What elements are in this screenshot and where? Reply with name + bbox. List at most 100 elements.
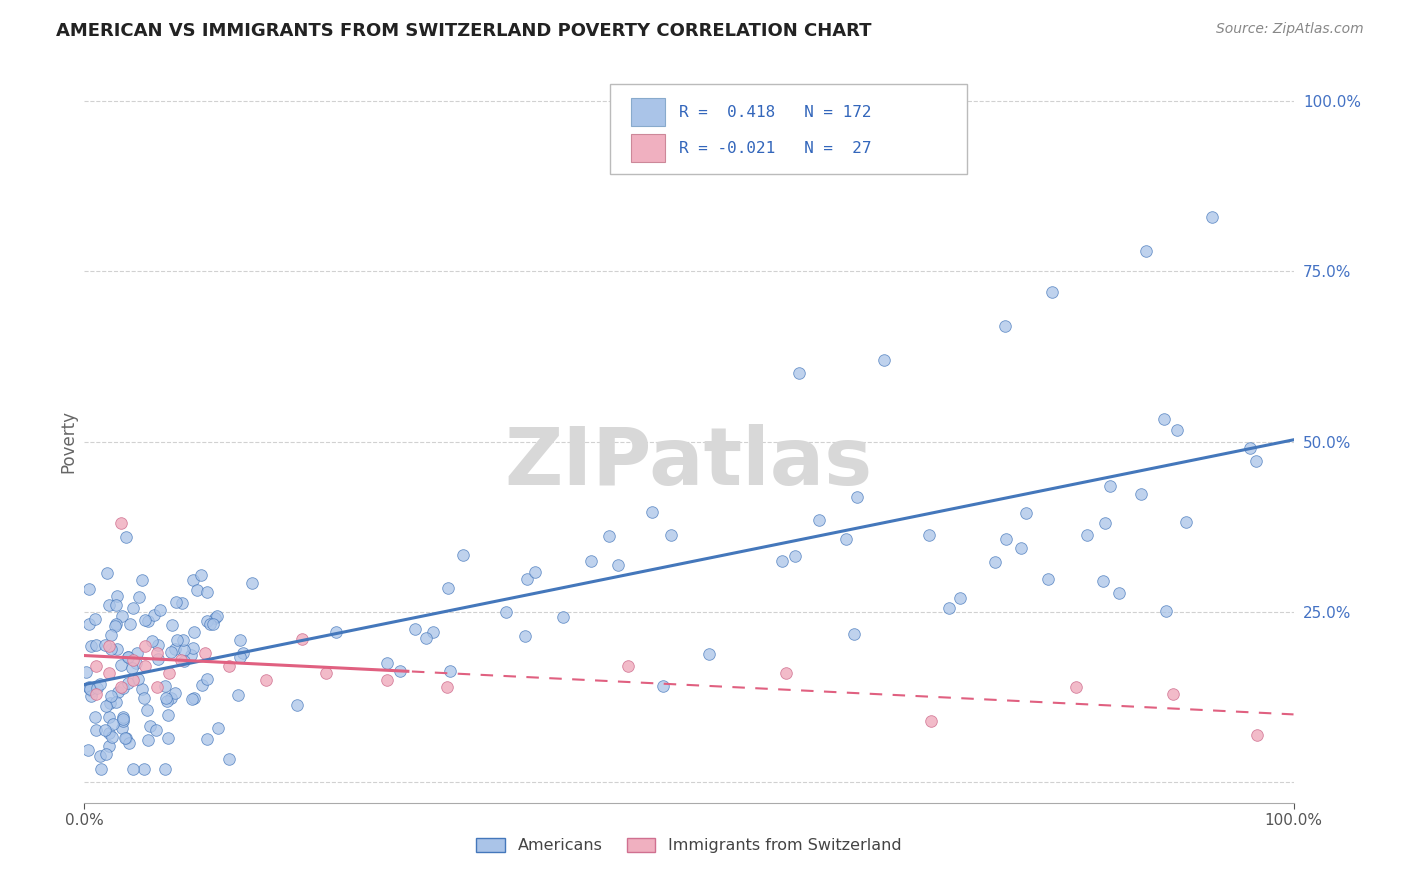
- Point: [155, 690, 177, 705]
- Point: [112, 709, 135, 723]
- Point: [117, 649, 139, 664]
- Point: [117, 676, 139, 690]
- Point: [86, 659, 108, 673]
- Point: [1091, 574, 1114, 589]
- Bar: [631, 135, 665, 162]
- Point: [181, 641, 204, 656]
- Point: [105, 599, 128, 613]
- Point: [994, 318, 1017, 333]
- Point: [121, 673, 143, 687]
- Point: [80, 639, 103, 653]
- Point: [114, 530, 136, 544]
- Point: [1094, 516, 1116, 530]
- Point: [157, 666, 180, 681]
- Point: [94, 638, 117, 652]
- Point: [325, 625, 347, 640]
- Point: [1246, 728, 1268, 742]
- Point: [579, 553, 602, 567]
- Point: [141, 633, 163, 648]
- Point: [111, 721, 134, 735]
- Point: [104, 619, 127, 633]
- Point: [121, 661, 143, 675]
- Point: [697, 647, 720, 661]
- Point: [105, 616, 128, 631]
- Point: [97, 666, 120, 681]
- Point: [1201, 210, 1223, 224]
- Point: [218, 752, 240, 766]
- Point: [375, 673, 398, 687]
- Point: [107, 685, 129, 699]
- Point: [842, 627, 865, 641]
- Point: [181, 573, 204, 587]
- Point: [94, 747, 117, 761]
- Point: [195, 615, 218, 629]
- Point: [153, 762, 176, 776]
- Point: [131, 573, 153, 587]
- Point: [125, 647, 148, 661]
- Point: [437, 582, 460, 596]
- Point: [1174, 515, 1197, 529]
- Point: [918, 527, 941, 541]
- Point: [190, 567, 212, 582]
- Point: [315, 666, 337, 681]
- Text: R =  0.418   N = 172: R = 0.418 N = 172: [679, 104, 872, 120]
- Point: [134, 639, 156, 653]
- Point: [156, 693, 179, 707]
- Point: [846, 490, 869, 504]
- Point: [495, 605, 517, 619]
- Point: [128, 590, 150, 604]
- Point: [1161, 687, 1184, 701]
- Point: [661, 528, 683, 542]
- Point: [84, 723, 107, 737]
- Text: R = -0.021   N =  27: R = -0.021 N = 27: [679, 141, 872, 156]
- Point: [84, 638, 107, 652]
- Point: [100, 689, 122, 703]
- Point: [149, 603, 172, 617]
- Point: [640, 505, 662, 519]
- Point: [1246, 454, 1268, 468]
- Point: [524, 566, 547, 580]
- Point: [105, 589, 128, 603]
- Point: [197, 584, 219, 599]
- Point: [103, 717, 125, 731]
- Point: [75, 665, 97, 679]
- Point: [104, 695, 127, 709]
- Point: [114, 731, 136, 746]
- Point: [110, 680, 132, 694]
- Point: [198, 617, 221, 632]
- Point: [920, 714, 942, 728]
- Point: [204, 611, 226, 625]
- Point: [110, 516, 132, 531]
- Legend: Americans, Immigrants from Switzerland: Americans, Immigrants from Switzerland: [470, 831, 908, 860]
- Point: [136, 614, 159, 628]
- Point: [80, 684, 103, 698]
- Point: [100, 641, 122, 656]
- Point: [1153, 412, 1175, 426]
- Point: [98, 710, 121, 724]
- Point: [153, 679, 176, 693]
- Point: [170, 653, 193, 667]
- Point: [181, 692, 204, 706]
- Text: Source: ZipAtlas.com: Source: ZipAtlas.com: [1216, 22, 1364, 37]
- Point: [111, 714, 134, 728]
- Point: [139, 719, 162, 733]
- Point: [180, 648, 202, 662]
- Point: [89, 748, 111, 763]
- Point: [134, 659, 156, 673]
- Point: [651, 679, 673, 693]
- Point: [111, 681, 134, 695]
- Point: [194, 646, 217, 660]
- Point: [228, 649, 250, 664]
- Point: [775, 666, 797, 681]
- Point: [110, 657, 132, 672]
- Point: [160, 645, 183, 659]
- Point: [132, 691, 155, 706]
- Point: [229, 632, 252, 647]
- Point: [96, 566, 118, 581]
- Point: [146, 680, 169, 694]
- Point: [1135, 244, 1157, 258]
- Point: [835, 532, 858, 546]
- Point: [938, 600, 960, 615]
- Point: [86, 687, 108, 701]
- Point: [808, 513, 831, 527]
